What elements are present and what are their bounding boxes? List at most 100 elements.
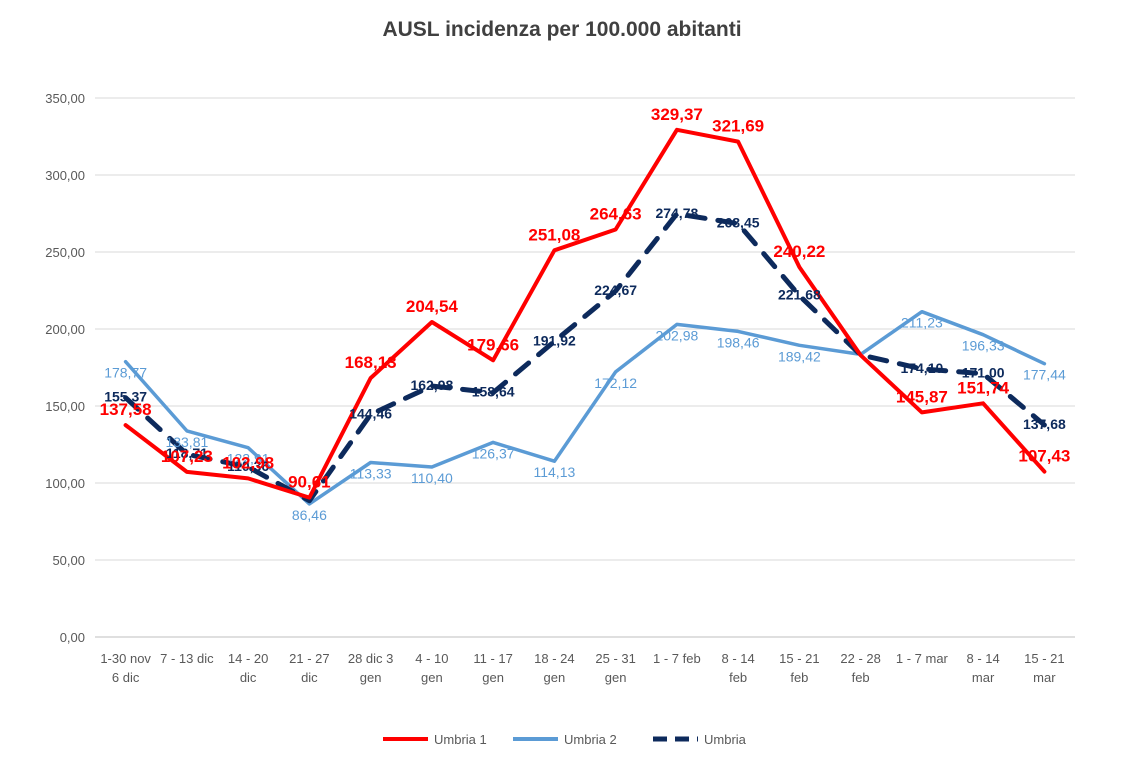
x-tick-label: 15 - 21 mar (1024, 651, 1064, 685)
legend-label: Umbria (704, 732, 747, 747)
x-tick-label: 22 - 28 feb (840, 651, 880, 685)
data-label: 137,68 (1023, 416, 1066, 432)
x-tick-label-line: dic (240, 670, 257, 685)
data-label: 268,45 (717, 215, 760, 231)
x-tick-label-line: gen (544, 670, 566, 685)
data-label: 155,37 (104, 389, 147, 405)
data-labels: 178,77 133,81 122,91 86,46 113,33 110,40 126,3… (100, 105, 1071, 523)
x-tick-label-line: 18 - 24 (534, 651, 574, 666)
data-label: 122,91 (227, 451, 270, 467)
y-tick-label: 100,00 (45, 476, 85, 491)
x-tick-label: 1-30 nov 6 dic (100, 651, 151, 685)
data-label: 86,46 (292, 507, 327, 523)
x-tick-label-line: gen (482, 670, 504, 685)
data-label: 118,71 (166, 445, 208, 461)
x-tick-label-line: 15 - 21 (779, 651, 819, 666)
x-tick-label: 28 dic 3 gen (348, 651, 394, 685)
x-tick-label-line: mar (1033, 670, 1056, 685)
y-tick-label: 250,00 (45, 245, 85, 260)
data-label: 179,66 (467, 335, 519, 354)
legend: Umbria 1 Umbria 2 Umbria (383, 732, 747, 747)
data-label: 174,10 (900, 360, 943, 376)
x-tick-label-line: 22 - 28 (840, 651, 880, 666)
data-label: 240,22 (773, 242, 825, 261)
x-tick-label-line: gen (421, 670, 443, 685)
data-label: 107,43 (1018, 447, 1070, 466)
data-label: 168,13 (345, 353, 397, 372)
x-tick-label: 7 - 13 dic (160, 651, 214, 666)
series-line-umbria (123, 211, 1047, 504)
x-tick-label: 15 - 21 feb (779, 651, 819, 685)
x-tick-label-line: 1 - 7 mar (896, 651, 949, 666)
series-line-umbria-1 (123, 127, 1047, 500)
x-tick-label: 18 - 24 gen (534, 651, 574, 685)
x-tick-label: 14 - 20 dic (228, 651, 268, 685)
x-tick-label-line: 8 - 14 (722, 651, 755, 666)
data-label: 177,44 (1023, 367, 1066, 383)
y-tick-label: 150,00 (45, 399, 85, 414)
data-label: 178,77 (104, 365, 147, 381)
x-tick-label-line: 7 - 13 dic (160, 651, 214, 666)
x-tick-label-line: 8 - 14 (967, 651, 1000, 666)
x-tick-label-line: 25 - 31 (595, 651, 635, 666)
series-lines (123, 127, 1047, 506)
data-label: 107,23 (161, 447, 213, 466)
data-label: 204,54 (406, 297, 459, 316)
x-tick-label: 11 - 17 gen (473, 651, 513, 685)
data-label: 144,46 (349, 406, 392, 422)
data-label: 110,36 (227, 458, 269, 474)
data-label: 162,98 (410, 377, 453, 393)
data-label: 145,87 (896, 387, 948, 406)
x-tick-label-line: gen (605, 670, 627, 685)
x-tick-label-line: 14 - 20 (228, 651, 268, 666)
legend-label: Umbria 1 (434, 732, 487, 747)
data-label: 172,12 (594, 375, 637, 391)
data-label: 113,33 (350, 465, 392, 481)
data-label: 202,98 (655, 327, 698, 343)
data-label: 251,08 (528, 225, 580, 244)
data-label: 224,67 (594, 282, 637, 298)
x-tick-label: 1 - 7 feb (653, 651, 701, 666)
data-label: 110,40 (411, 470, 453, 486)
data-label: 171,00 (962, 365, 1005, 381)
y-tick-label: 50,00 (52, 553, 85, 568)
x-tick-label-line: 28 dic 3 (348, 651, 394, 666)
y-tick-label: 200,00 (45, 322, 85, 337)
data-label: 221,68 (778, 287, 821, 303)
data-label: 329,37 (651, 105, 703, 124)
y-tick-label: 0,00 (60, 630, 85, 645)
y-tick-label: 300,00 (45, 168, 85, 183)
data-label: 198,46 (717, 334, 760, 350)
x-tick-label: 25 - 31 gen (595, 651, 635, 685)
chart-title: AUSL incidenza per 100.000 abitanti (382, 18, 741, 41)
x-tick-label-line: feb (852, 670, 870, 685)
data-label: 102,98 (222, 453, 274, 472)
x-tick-label-line: feb (729, 670, 747, 685)
x-tick-label-line: 4 - 10 (415, 651, 448, 666)
x-tick-label-line: dic (301, 670, 318, 685)
data-label: 196,33 (962, 338, 1005, 354)
x-tick-label: 4 - 10 gen (415, 651, 448, 685)
x-tick-label: 1 - 7 mar (896, 651, 949, 666)
x-tick-label-line: 21 - 27 (289, 651, 329, 666)
x-tick-label-line: gen (360, 670, 382, 685)
data-label: 211,23 (901, 315, 943, 331)
data-label: 114,13 (533, 464, 575, 480)
data-label: 274,78 (655, 205, 698, 221)
x-tick-label-line: 1-30 nov (100, 651, 151, 666)
x-tick-label-line: 1 - 7 feb (653, 651, 701, 666)
y-tick-label: 350,00 (45, 91, 85, 106)
x-tick-label-line: 11 - 17 (473, 651, 513, 666)
y-axis-ticks: 0,00 50,00 100,00 150,00 200,00 250,00 300,00 3… (45, 91, 85, 645)
data-label: 264,63 (590, 204, 642, 223)
x-tick-label-line: 15 - 21 (1024, 651, 1064, 666)
x-tick-label: 21 - 27 dic (289, 651, 329, 685)
data-label: 189,42 (778, 348, 821, 364)
data-label: 151,74 (957, 378, 1010, 397)
legend-label: Umbria 2 (564, 732, 617, 747)
x-tick-label-line: 6 dic (112, 670, 140, 685)
x-tick-label: 8 - 14 mar (967, 651, 1000, 685)
